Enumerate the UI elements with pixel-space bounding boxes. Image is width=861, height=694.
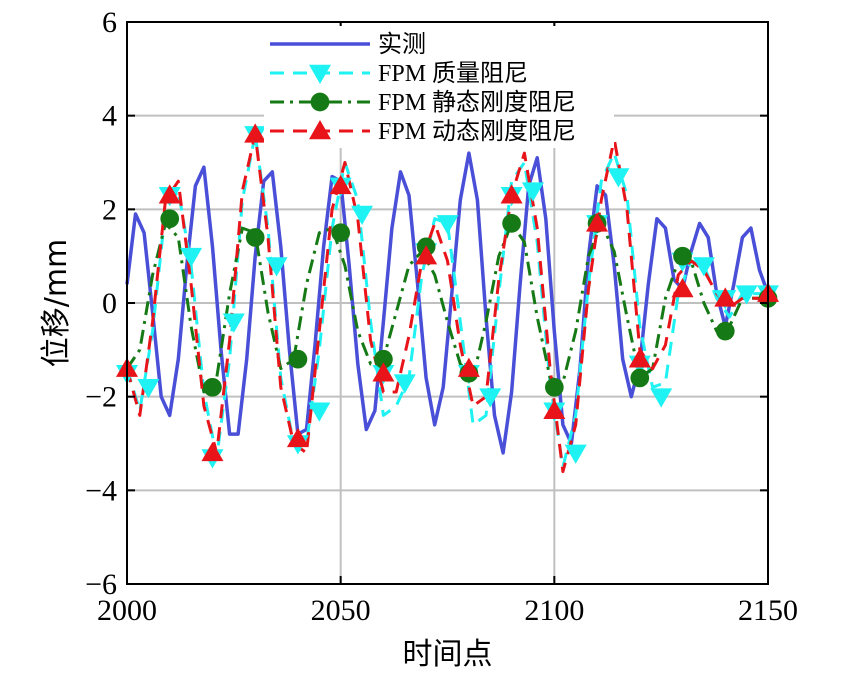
point <box>331 223 351 243</box>
point <box>457 357 480 377</box>
y-tick-label: 2 <box>102 193 117 226</box>
legend-label: FPM 静态刚度阻尼 <box>378 89 576 116</box>
point <box>286 427 309 448</box>
point <box>160 209 180 229</box>
point <box>245 228 265 247</box>
point <box>607 168 630 188</box>
y-tick-label: 4 <box>102 100 117 133</box>
point <box>308 402 331 422</box>
point <box>329 174 352 195</box>
point <box>288 349 308 369</box>
point <box>310 92 330 112</box>
point <box>393 374 416 394</box>
point <box>309 120 331 140</box>
point <box>521 182 544 202</box>
legend-label: FPM 质量阻尼 <box>378 60 528 87</box>
series-line <box>125 132 768 469</box>
x-tick-label: 2050 <box>311 594 371 627</box>
point <box>586 212 609 232</box>
x-tick-label: 2150 <box>738 594 798 627</box>
point <box>564 444 587 464</box>
point <box>180 247 203 268</box>
point <box>374 349 393 369</box>
series-line <box>125 151 770 455</box>
point <box>715 321 735 341</box>
point <box>500 184 523 204</box>
point <box>158 184 181 204</box>
point <box>479 388 502 408</box>
point <box>436 215 459 235</box>
point <box>137 379 160 399</box>
x-tick-label: 2000 <box>97 594 157 627</box>
series-lines <box>125 132 770 474</box>
y-tick-label: −4 <box>85 474 117 507</box>
x-axis-label: 时间点 <box>403 637 493 672</box>
point <box>735 285 758 305</box>
legend-label: 实测 <box>378 31 426 58</box>
point <box>201 441 224 462</box>
point <box>671 277 694 298</box>
y-axis-label: 位移/mm <box>39 239 74 368</box>
y-tick-label: 6 <box>102 6 117 39</box>
point <box>309 64 331 84</box>
point <box>692 257 715 277</box>
point <box>544 377 564 397</box>
point <box>630 368 650 388</box>
point <box>415 245 438 265</box>
point <box>543 399 566 419</box>
point <box>628 348 651 368</box>
point <box>650 388 673 408</box>
legend-label: FPM 动态刚度阻尼 <box>378 118 576 145</box>
x-tick-label: 2100 <box>524 594 584 627</box>
tick-labels: 2000 2050 2100 2150 −6 −4 −2 0 2 4 6 <box>85 6 798 627</box>
point <box>222 313 245 333</box>
y-tick-label: 0 <box>102 287 117 320</box>
point <box>372 362 395 382</box>
point <box>265 257 288 277</box>
point <box>203 377 222 397</box>
y-tick-label: −2 <box>85 381 117 414</box>
point <box>714 287 737 307</box>
y-tick-label: −6 <box>85 568 117 601</box>
point <box>244 123 267 143</box>
point <box>351 205 374 226</box>
point <box>502 214 521 233</box>
series-markers <box>116 123 779 469</box>
series-line <box>125 132 768 474</box>
point <box>673 246 692 266</box>
